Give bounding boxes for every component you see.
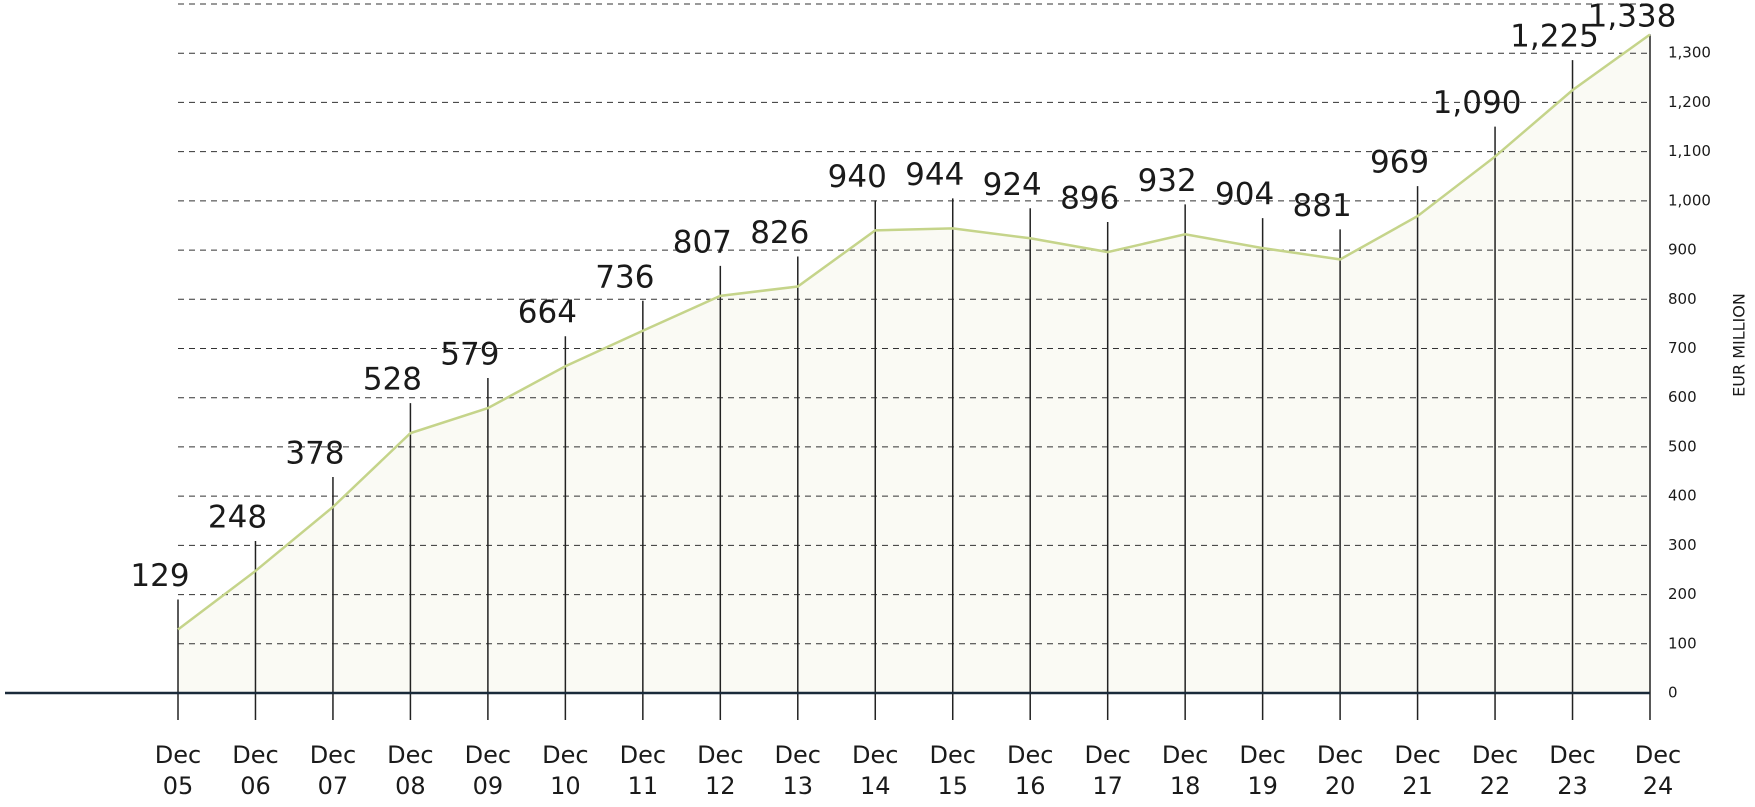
data-label: 378	[285, 435, 344, 471]
data-label: 579	[440, 337, 499, 373]
data-label: 807	[673, 224, 732, 260]
data-label: 932	[1138, 163, 1197, 199]
y-tick-label: 1,000	[1668, 191, 1711, 209]
x-tick-label: Dec 05	[154, 741, 202, 800]
x-tick-label: Dec 19	[1239, 741, 1286, 800]
x-tick-label: Dec 07	[309, 741, 357, 800]
data-label: 1,338	[1588, 0, 1677, 35]
x-tick-label: Dec 14	[852, 741, 899, 800]
data-label: 924	[983, 167, 1042, 203]
y-tick-label: 400	[1668, 487, 1697, 505]
x-tick-label: Dec 15	[929, 741, 976, 800]
data-label: 664	[518, 295, 577, 331]
x-tick-label: Dec 12	[697, 741, 744, 800]
y-tick-label: 700	[1668, 339, 1697, 357]
line	[177, 33, 1651, 631]
y-tick-label: 100	[1668, 634, 1697, 652]
x-tick-label: Dec 23	[1549, 741, 1596, 800]
y-tick-label: 1,100	[1668, 142, 1711, 160]
data-label: 528	[363, 362, 422, 398]
x-tick-label: Dec 17	[1084, 741, 1131, 800]
data-label: 969	[1370, 145, 1429, 181]
x-tick-label: Dec 21	[1394, 741, 1441, 800]
data-label: 940	[828, 159, 887, 195]
x-tick-label: Dec 09	[464, 741, 512, 800]
data-label: 944	[905, 157, 964, 193]
x-tick-label: Dec 10	[542, 741, 589, 800]
y-tick-label: 600	[1668, 388, 1697, 406]
x-tick-label: Dec 11	[619, 741, 667, 800]
y-tick-label: 200	[1668, 585, 1697, 603]
data-label: 904	[1215, 177, 1274, 213]
y-tick-label: 900	[1668, 241, 1697, 259]
data-label: 881	[1293, 188, 1352, 224]
data-label: 826	[750, 215, 809, 251]
data-label: 1,090	[1433, 85, 1522, 121]
y-tick-label: 0	[1668, 684, 1678, 702]
x-tick-label: Dec 22	[1471, 741, 1519, 800]
data-label: 736	[595, 259, 654, 295]
data-label: 896	[1060, 181, 1119, 217]
x-tick-label: Dec 16	[1006, 741, 1054, 800]
axis-title: EUR MILLION	[1730, 293, 1749, 397]
data-label: 248	[208, 499, 267, 535]
x-tick-label: Dec 13	[774, 741, 821, 800]
area	[178, 34, 1650, 693]
x-tick-label: Dec 20	[1316, 741, 1364, 800]
y-tick-label: 300	[1668, 536, 1697, 554]
y-tick-label: 500	[1668, 437, 1697, 455]
data-label: 129	[130, 558, 189, 594]
x-tick-label: Dec 24	[1634, 741, 1682, 800]
x-tick-label: Dec 18	[1161, 741, 1209, 800]
data-label: 1,225	[1510, 19, 1599, 55]
y-tick-label: 1,300	[1668, 44, 1711, 62]
y-tick-label: 1,200	[1668, 93, 1711, 111]
x-tick-label: Dec 06	[232, 741, 279, 800]
y-tick-label: 800	[1668, 290, 1697, 308]
x-tick-label: Dec 08	[387, 741, 434, 800]
